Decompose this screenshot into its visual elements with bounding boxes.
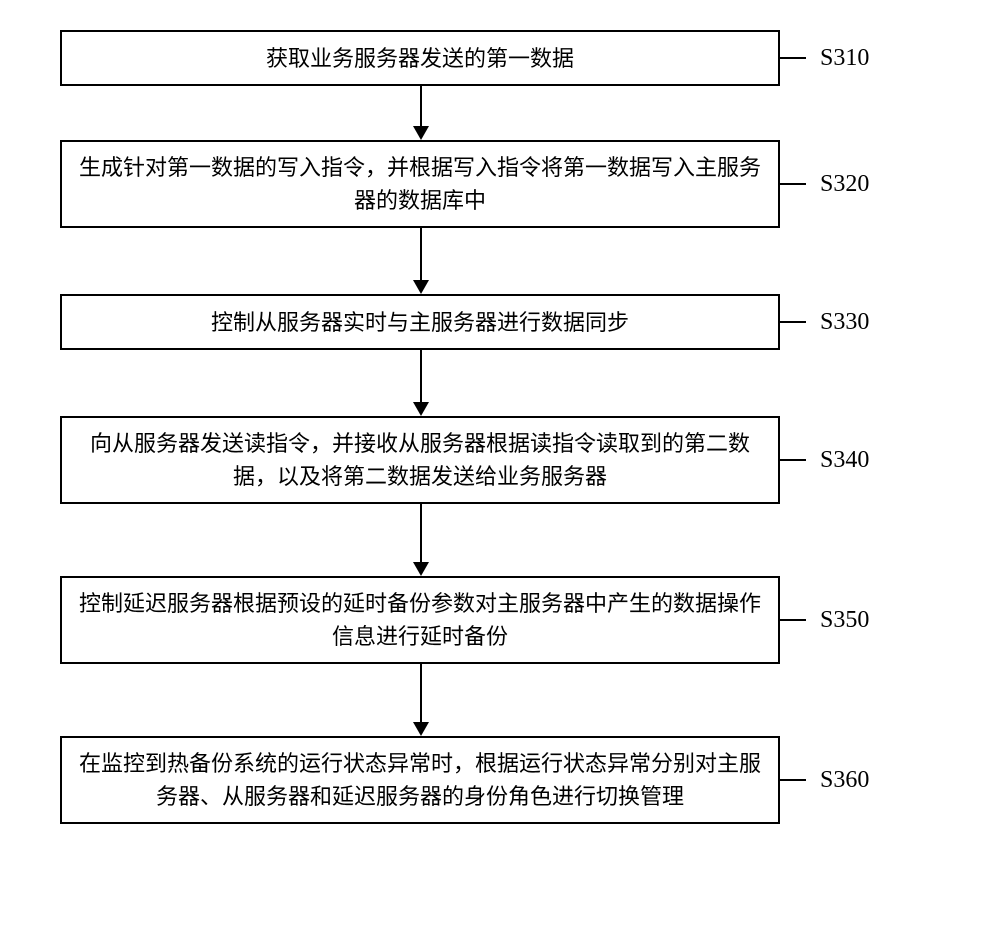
flow-step-S320: 生成针对第一数据的写入指令，并根据写入指令将第一数据写入主服务器的数据库中 S32… xyxy=(60,140,940,228)
connector-S350 xyxy=(780,619,820,621)
step-label-S360: S360 xyxy=(820,767,869,794)
step-label-S350: S350 xyxy=(820,607,869,634)
flow-node-S320: 生成针对第一数据的写入指令，并根据写入指令将第一数据写入主服务器的数据库中 xyxy=(60,140,780,228)
flow-node-S340: 向从服务器发送读指令，并接收从服务器根据读指令读取到的第二数据，以及将第二数据发… xyxy=(60,416,780,504)
flow-step-S340: 向从服务器发送读指令，并接收从服务器根据读指令读取到的第二数据，以及将第二数据发… xyxy=(60,416,940,504)
step-label-S310: S310 xyxy=(820,45,869,72)
connector-S340 xyxy=(780,459,820,461)
step-label-S330: S330 xyxy=(820,309,869,336)
arrow-S320 xyxy=(420,228,422,294)
step-label-S320: S320 xyxy=(820,171,869,198)
arrow-head-icon xyxy=(413,722,429,736)
flowchart-container: 获取业务服务器发送的第一数据 S310 生成针对第一数据的写入指令，并根据写入指令将… xyxy=(60,30,940,824)
connector-S360 xyxy=(780,779,820,781)
connector-S330 xyxy=(780,321,820,323)
connector-S310 xyxy=(780,57,820,59)
flow-step-S360: 在监控到热备份系统的运行状态异常时，根据运行状态异常分别对主服务器、从服务器和延… xyxy=(60,736,940,824)
connector-S320 xyxy=(780,183,820,185)
arrow-S340 xyxy=(420,504,422,576)
arrow-head-icon xyxy=(413,280,429,294)
flow-step-S330: 控制从服务器实时与主服务器进行数据同步 S330 xyxy=(60,294,940,350)
arrow-head-icon xyxy=(413,402,429,416)
flow-step-S310: 获取业务服务器发送的第一数据 S310 xyxy=(60,30,940,86)
arrow-S350 xyxy=(420,664,422,736)
flow-node-S360: 在监控到热备份系统的运行状态异常时，根据运行状态异常分别对主服务器、从服务器和延… xyxy=(60,736,780,824)
step-label-S340: S340 xyxy=(820,447,869,474)
arrow-head-icon xyxy=(413,562,429,576)
arrow-S310 xyxy=(420,86,422,140)
arrow-S330 xyxy=(420,350,422,416)
flow-step-S350: 控制延迟服务器根据预设的延时备份参数对主服务器中产生的数据操作信息进行延时备份 S… xyxy=(60,576,940,664)
flow-node-S350: 控制延迟服务器根据预设的延时备份参数对主服务器中产生的数据操作信息进行延时备份 xyxy=(60,576,780,664)
flow-node-S330: 控制从服务器实时与主服务器进行数据同步 xyxy=(60,294,780,350)
arrow-head-icon xyxy=(413,126,429,140)
flow-node-S310: 获取业务服务器发送的第一数据 xyxy=(60,30,780,86)
